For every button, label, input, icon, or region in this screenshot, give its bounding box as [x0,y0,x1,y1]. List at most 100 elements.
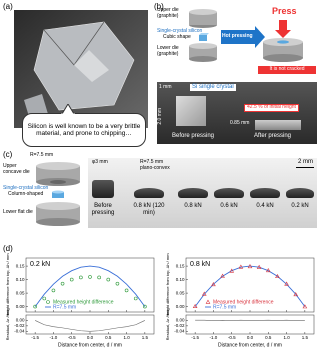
sample-label: 0.8 kN (120 min) [133,203,165,216]
data-point [192,303,198,309]
wafer-photo [14,10,148,128]
sample-piece [250,188,280,198]
panel-label: (a) [3,2,13,11]
data-point [69,277,74,282]
data-point [124,288,129,293]
x-axis-label: Distance from center, d / mm [218,342,282,348]
before-label: Before pressing [172,133,215,139]
residual-axis-label: Residual, Δr / mm [5,308,10,340]
sample-label: Before pressing [91,203,115,216]
legend-label: R=7.5 mm [213,304,236,310]
data-point [220,273,225,278]
lower-die-label: Lower flat die [3,209,33,215]
y-tick-label: 0.05 [16,290,25,295]
x-axis-label: Distance from center, d / mm [58,342,122,348]
x-tick-label: 1.0 [123,335,130,340]
sample-piece [92,180,114,198]
sample-piece [214,188,244,198]
x-tick-label: -1.5 [191,335,199,340]
upper-die-label: Upper concave die [3,163,30,175]
residual-y-tick-label: 0.00 [16,318,25,323]
x-tick-label: -1.5 [31,335,39,340]
lower-die-label: Lower die (graphite) [157,45,179,57]
data-point [51,288,56,293]
residual-y-tick-label: -0.02 [14,323,25,328]
legend-label: Measured height difference [53,299,114,305]
after-label: After pressing [254,133,292,139]
data-point [284,281,289,286]
data-point [265,268,271,273]
plot-annotation: 0.2 kN [30,261,50,268]
residual-y-tick-label: 0.00 [176,318,185,323]
sample-label: Single-crystal silicon [157,28,203,34]
x-tick-label: 1.5 [142,335,149,340]
upper-die-label: Upper die (graphite) [157,7,179,19]
residual-y-tick-label: -0.02 [174,323,185,328]
y-tick-label: 0.15 [16,263,25,268]
data-point [247,263,253,269]
data-point [60,281,65,286]
panel-label: (b) [154,2,164,11]
data-point [229,268,235,273]
legend-marker [46,300,50,304]
shape-label: Cubic shape [163,34,191,40]
sample-label: Single-crystal silicon [3,185,49,191]
residual-y-tick-label: -0.04 [14,328,25,333]
y-tick-label: 0.15 [176,263,185,268]
legend-label: R=7.5 mm [53,304,76,310]
press-label: Press [272,6,297,16]
shape-label: Column-shaped [8,191,44,197]
x-tick-label: 0.5 [265,335,272,340]
sample-label: 0.6 kN [220,203,238,209]
data-point [293,292,299,297]
data-point [201,291,207,296]
residual-y-tick-label: -0.04 [174,328,185,333]
legend-marker [205,299,211,304]
scale-label: 1 mm [159,84,172,90]
residual-frame [185,314,315,335]
data-point [211,282,216,287]
x-tick-label: 1.0 [283,335,290,340]
data-point [238,264,244,269]
residual-line [195,319,305,322]
sample-piece [178,188,208,198]
x-tick-label: -1.0 [50,335,58,340]
fit-line [34,265,146,307]
panel-label: (d) [3,244,13,253]
y-tick-label: 0.00 [16,304,25,309]
data-point [275,273,280,279]
sample-after [255,120,301,130]
photo-label: Si single crystal [190,84,236,91]
lens-shape-label: plano-convex [140,165,170,171]
x-tick-label: -0.5 [68,335,76,340]
sample-label: 0.2 kN [291,203,309,209]
lens-radius-label: R=7.5 mm [140,159,164,165]
x-tick-label: -0.5 [228,335,236,340]
x-tick-label: 0.5 [105,335,112,340]
data-point [302,304,308,309]
sample-label: 0.8 kN [184,203,202,209]
plot-annotation: 0.8 kN [190,261,210,268]
fit-line [194,265,306,307]
scale-label: 2 mm [298,159,313,165]
data-point [97,275,101,280]
y-axis-label: Height difference from top, Δh / mm [5,253,10,317]
data-point [143,304,147,309]
sample-piece [134,188,164,198]
residual-line [35,320,145,332]
data-point [115,281,120,286]
ratio-label: 42.5 % of initial height [244,104,299,112]
speech-bubble: Silicon is well known to be a very britt… [22,113,146,147]
data-point [106,277,111,282]
scale-bar [296,167,314,168]
panel-label: (c) [3,150,13,159]
y-axis-label: Height difference from top, Δh / mm [165,253,170,317]
data-point [33,304,37,309]
residual-axis-label: Residual, Δr / mm [165,308,170,340]
sample-label: 0.4 kN [256,203,274,209]
x-tick-label: 0.0 [247,335,254,340]
y-tick-label: 0.05 [176,290,185,295]
die-diagram [36,162,80,226]
